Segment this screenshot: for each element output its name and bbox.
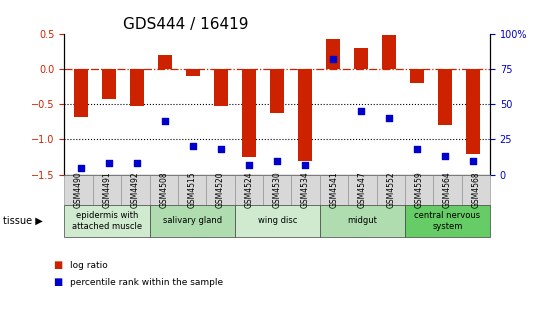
Bar (354, 48, 368, 69)
Point (469, 158, 478, 163)
Text: GSM4552: GSM4552 (386, 171, 395, 208)
Point (385, 116, 394, 121)
Point (105, 161, 114, 166)
Bar (130, 69, 144, 106)
Bar (102, 69, 116, 99)
Bar (382, 35, 396, 69)
Point (161, 118, 170, 124)
Point (301, 162, 310, 168)
Point (189, 144, 198, 149)
Bar (242, 69, 256, 157)
Bar (186, 69, 200, 76)
Text: GSM4490: GSM4490 (74, 171, 83, 208)
Point (133, 161, 142, 166)
Text: GSM4508: GSM4508 (159, 171, 168, 208)
Bar (466, 69, 480, 154)
Text: GSM4564: GSM4564 (443, 171, 452, 208)
Text: GSM4559: GSM4559 (414, 171, 423, 208)
Point (273, 158, 282, 163)
Text: GDS444 / 16419: GDS444 / 16419 (123, 17, 249, 32)
Bar (298, 69, 312, 161)
Text: GSM4534: GSM4534 (301, 171, 310, 208)
Text: GSM4530: GSM4530 (273, 171, 282, 208)
Text: ■: ■ (53, 260, 63, 270)
Text: ■: ■ (53, 277, 63, 287)
Point (245, 162, 254, 168)
Text: GSM4547: GSM4547 (358, 171, 367, 208)
Bar (270, 69, 284, 113)
Text: midgut: midgut (347, 216, 377, 225)
Text: epidermis with
attached muscle: epidermis with attached muscle (72, 211, 142, 230)
Text: GSM4515: GSM4515 (188, 171, 197, 208)
Text: GSM4520: GSM4520 (216, 171, 225, 208)
Bar (214, 69, 228, 106)
Bar (74, 69, 88, 117)
Point (217, 146, 226, 152)
Text: GSM4541: GSM4541 (329, 171, 338, 208)
Point (413, 146, 422, 152)
Point (441, 154, 450, 159)
Text: tissue ▶: tissue ▶ (3, 216, 43, 226)
Text: salivary gland: salivary gland (162, 216, 222, 225)
Text: GSM4568: GSM4568 (472, 171, 480, 208)
Bar (326, 39, 340, 69)
Text: GSM4492: GSM4492 (131, 171, 140, 208)
Text: GSM4491: GSM4491 (102, 171, 111, 208)
Text: percentile rank within the sample: percentile rank within the sample (70, 278, 223, 287)
Point (357, 109, 366, 114)
Point (77, 165, 86, 170)
Bar (158, 55, 172, 69)
Bar (410, 69, 424, 83)
Bar (438, 69, 452, 125)
Text: wing disc: wing disc (258, 216, 297, 225)
Point (329, 56, 338, 62)
Text: log ratio: log ratio (70, 261, 108, 270)
Text: central nervous
system: central nervous system (414, 211, 480, 230)
Text: GSM4524: GSM4524 (244, 171, 253, 208)
